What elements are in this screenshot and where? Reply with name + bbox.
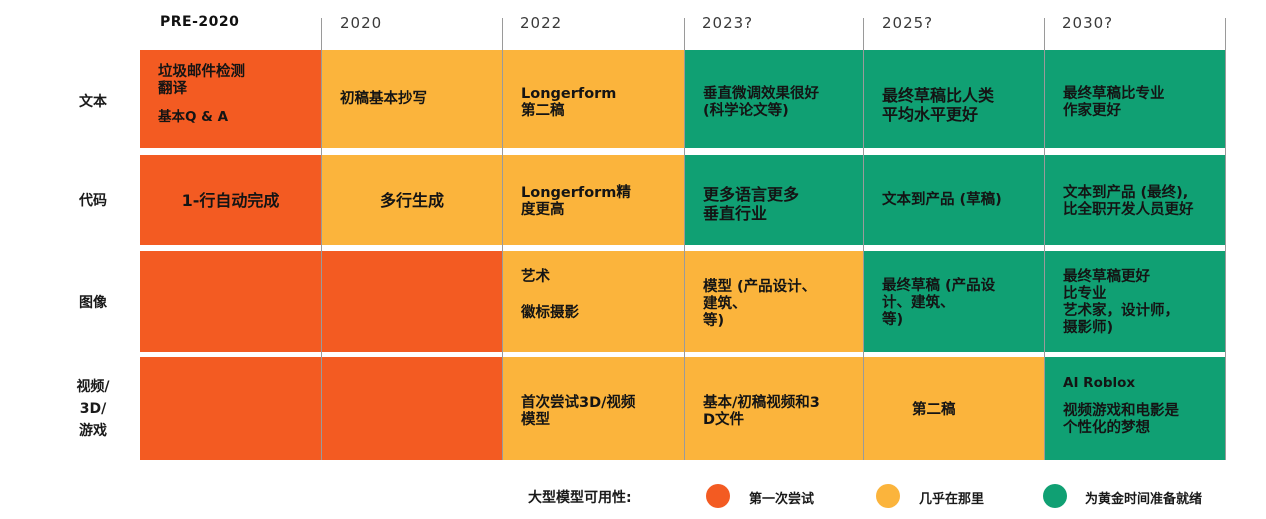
cell-code-2023: 更多语言更多 垂直行业 — [685, 155, 863, 245]
column-separator — [1044, 18, 1045, 460]
cell-text-2020: 初稿基本抄写 — [322, 50, 502, 148]
cell-image-2020 — [322, 251, 502, 352]
cell-code-pre2020-label: 1-行自动完成 — [181, 190, 280, 210]
row-label-video: 视频/ 3D/ 游戏 — [76, 379, 110, 439]
cell-text-2025: 最终草稿比人类 平均水平更好 — [864, 50, 1044, 148]
cell-image-pre2020 — [140, 251, 321, 352]
cell-image-2030: 最终草稿更好 比专业 艺术家，设计师， 摄影师) — [1045, 251, 1225, 352]
column-separator — [502, 18, 503, 460]
cell-text-pre2020-line2: 基本Q & A — [158, 109, 229, 125]
cell-video-2030-line1: AI Roblox — [1063, 375, 1136, 391]
cell-code-2030: 文本到产品 (最终), 比全职开发人员更好 — [1045, 155, 1225, 245]
cell-code-2025: 文本到产品 (草稿) — [864, 155, 1044, 245]
year-header-2025: 2025? — [882, 14, 934, 32]
legend-dot-almost-there — [876, 484, 900, 508]
cell-video-2030: AI Roblox 视频游戏和电影是 个性化的梦想 — [1045, 357, 1225, 460]
cell-code-2023-label: 更多语言更多 垂直行业 — [703, 185, 800, 223]
cell-text-2022-label: Longerform 第二稿 — [521, 86, 617, 119]
cell-text-2023: 垂直微调效果很好 (科学论文等) — [685, 50, 863, 148]
cell-image-2022: 艺术 徽标摄影 — [503, 251, 684, 352]
cell-code-2025-label: 文本到产品 (草稿) — [882, 191, 1002, 208]
cell-text-2030: 最终草稿比专业 作家更好 — [1045, 50, 1225, 148]
row-label-image: 图像 — [79, 295, 107, 311]
cell-text-pre2020: 垃圾邮件检测 翻译 基本Q & A — [140, 50, 321, 148]
column-separator — [1225, 18, 1226, 460]
legend-dot-ready — [1043, 484, 1067, 508]
cell-video-2020 — [322, 357, 502, 460]
cell-text-2030-label: 最终草稿比专业 作家更好 — [1063, 86, 1165, 119]
cell-text-2020-label: 初稿基本抄写 — [340, 90, 427, 107]
legend-label-first-try: 第一次尝试 — [749, 492, 815, 507]
legend-label-almost-there: 几乎在那里 — [919, 492, 985, 507]
cell-image-2030-label: 最终草稿更好 比专业 艺术家，设计师， 摄影师) — [1063, 269, 1179, 336]
cell-image-2022-line2: 徽标摄影 — [521, 305, 579, 321]
cell-video-2025: 第二稿 — [864, 357, 1044, 460]
legend-title: 大型模型可用性: — [528, 490, 632, 506]
legend-dot-first-try — [706, 484, 730, 508]
cell-code-2030-label: 文本到产品 (最终), 比全职开发人员更好 — [1063, 185, 1194, 218]
cell-video-2025-label: 第二稿 — [912, 402, 956, 418]
column-separator — [863, 18, 864, 460]
year-header-2023: 2023? — [702, 14, 754, 32]
year-header-2020: 2020 — [340, 14, 383, 32]
cell-image-2025-label: 最终草稿 (产品设 计、建筑、 等) — [882, 278, 996, 328]
column-separator — [684, 18, 685, 460]
cell-image-2023-label: 模型 (产品设计、 建筑、 等) — [703, 279, 817, 329]
year-header-pre-2020: PRE-2020 — [160, 14, 240, 30]
cell-text-pre2020-line1: 垃圾邮件检测 翻译 — [158, 64, 245, 97]
cell-image-2023: 模型 (产品设计、 建筑、 等) — [685, 251, 863, 352]
column-separator — [321, 18, 322, 460]
cell-text-2025-label: 最终草稿比人类 平均水平更好 — [882, 86, 995, 124]
cell-video-2030-line2: 视频游戏和电影是 个性化的梦想 — [1063, 403, 1179, 436]
year-header-2030: 2030? — [1062, 14, 1114, 32]
cell-video-2023: 基本/初稿视频和3 D文件 — [685, 357, 863, 460]
cell-code-2022-label: Longerform精 度更高 — [521, 185, 631, 218]
cell-code-2022: Longerform精 度更高 — [503, 155, 684, 245]
row-label-text: 文本 — [79, 94, 107, 110]
cell-video-2023-label: 基本/初稿视频和3 D文件 — [703, 395, 820, 428]
cell-video-2022-label: 首次尝试3D/视频 模型 — [521, 395, 636, 428]
cell-video-pre2020 — [140, 357, 321, 460]
cell-video-2022: 首次尝试3D/视频 模型 — [503, 357, 684, 460]
year-header-2022: 2022 — [520, 14, 563, 32]
cell-code-pre2020: 1-行自动完成 — [140, 155, 321, 245]
cell-text-2023-label: 垂直微调效果很好 (科学论文等) — [703, 86, 819, 119]
row-label-code: 代码 — [79, 193, 107, 209]
cell-code-2020: 多行生成 — [322, 155, 502, 245]
legend-label-ready: 为黄金时间准备就绪 — [1085, 492, 1203, 507]
cell-image-2022-line1: 艺术 — [521, 269, 550, 285]
cell-code-2020-label: 多行生成 — [379, 190, 444, 210]
cell-text-2022: Longerform 第二稿 — [503, 50, 684, 148]
cell-image-2025: 最终草稿 (产品设 计、建筑、 等) — [864, 251, 1044, 352]
